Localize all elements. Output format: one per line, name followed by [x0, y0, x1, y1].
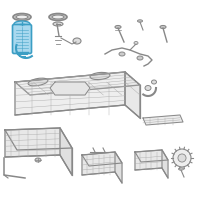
Polygon shape [15, 72, 140, 95]
Ellipse shape [16, 15, 28, 19]
Ellipse shape [138, 20, 142, 22]
Polygon shape [162, 150, 168, 178]
Ellipse shape [73, 38, 81, 44]
Polygon shape [82, 152, 115, 175]
Ellipse shape [53, 22, 63, 26]
Polygon shape [115, 152, 122, 183]
Polygon shape [15, 72, 125, 115]
Polygon shape [135, 150, 162, 170]
Ellipse shape [115, 25, 121, 28]
FancyBboxPatch shape [12, 24, 32, 53]
Polygon shape [60, 128, 72, 175]
Ellipse shape [14, 21, 30, 27]
Ellipse shape [49, 14, 67, 21]
Ellipse shape [52, 15, 64, 19]
Polygon shape [5, 128, 60, 157]
Ellipse shape [28, 78, 48, 86]
Ellipse shape [145, 86, 151, 90]
Ellipse shape [173, 149, 191, 167]
Polygon shape [5, 128, 72, 150]
Ellipse shape [179, 168, 184, 170]
Ellipse shape [90, 72, 110, 80]
Polygon shape [125, 72, 140, 118]
Ellipse shape [13, 14, 31, 21]
Ellipse shape [160, 25, 166, 28]
Ellipse shape [137, 56, 143, 60]
Polygon shape [50, 82, 90, 95]
Polygon shape [135, 150, 168, 162]
Ellipse shape [119, 52, 125, 56]
Polygon shape [82, 152, 122, 166]
Ellipse shape [35, 158, 41, 162]
Polygon shape [143, 115, 183, 125]
Ellipse shape [134, 42, 138, 45]
Ellipse shape [178, 154, 186, 162]
Ellipse shape [152, 80, 156, 84]
